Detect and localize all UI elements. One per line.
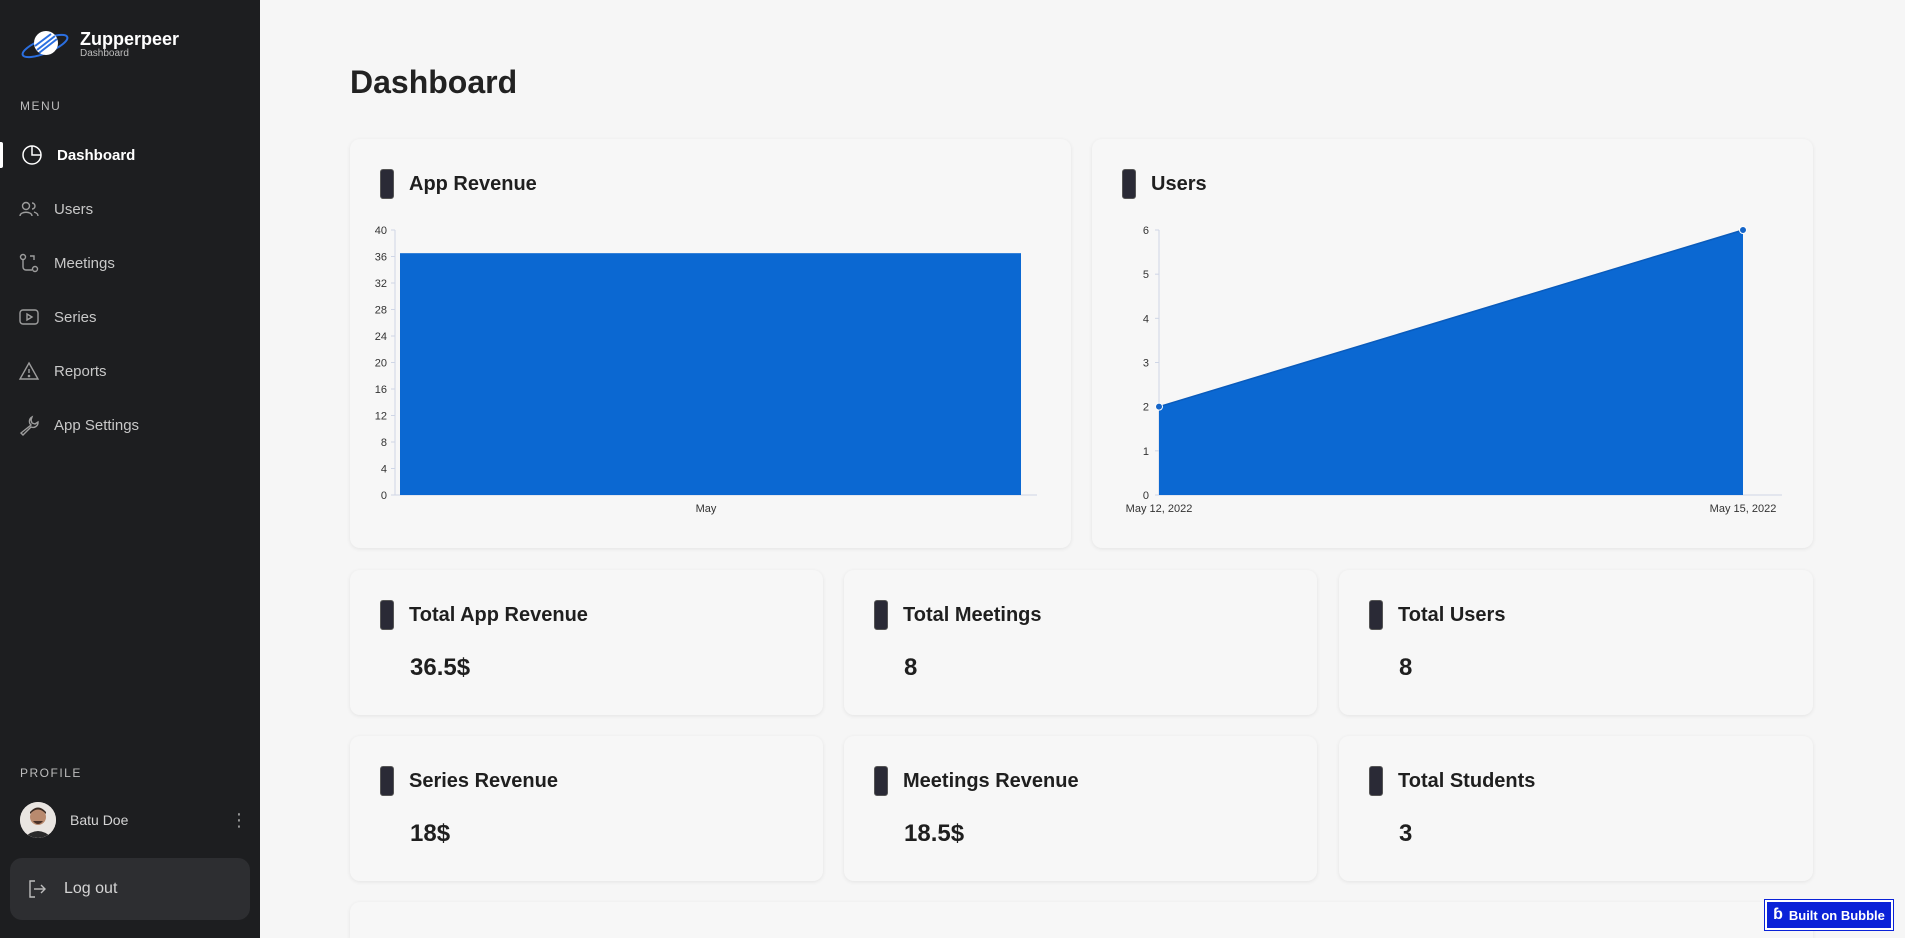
video-icon	[18, 306, 40, 328]
stat-card-total-meetings: Total Meetings 8	[844, 570, 1317, 715]
sidebar-item-users[interactable]: Users	[0, 182, 260, 236]
card-marker	[380, 766, 394, 796]
stat-card-total-students: Total Students 3	[1339, 736, 1813, 881]
app-revenue-chart: 0 4 8 12 16 20 24 28 32 36 40 May	[375, 225, 1037, 515]
y-tick-label: 20	[375, 358, 387, 370]
app-revenue-card: App Revenue 0 4 8 12 16 20 24 28 32 36 40 May	[350, 139, 1071, 548]
warning-icon	[18, 360, 40, 382]
y-tick-label: 40	[375, 225, 387, 237]
menu-section-label: MENU	[20, 99, 62, 113]
more-vertical-icon[interactable]: ⋮	[230, 809, 248, 830]
stat-value: 3	[1399, 820, 1413, 847]
sidebar-item-app-settings[interactable]: App Settings	[0, 398, 260, 452]
sidebar: Zupperpeer Dashboard MENU Dashboard User…	[0, 0, 260, 938]
profile-row[interactable]: Batu Doe ⋮	[20, 802, 248, 838]
bottom-card	[350, 902, 1813, 938]
users-line	[1158, 229, 1744, 408]
data-point	[1155, 402, 1163, 411]
planet-logo-icon	[21, 31, 69, 59]
stat-value: 36.5$	[410, 654, 471, 681]
x-tick-label: May 12, 2022	[1126, 503, 1193, 515]
profile-name: Batu Doe	[70, 812, 129, 828]
stat-label: Total Meetings	[903, 603, 1042, 626]
card-title: Users	[1151, 172, 1207, 195]
y-tick-label: 1	[1143, 446, 1149, 458]
y-tick-label: 16	[375, 384, 387, 396]
y-tick-label: 24	[375, 331, 387, 343]
built-on-bubble-label: Built on Bubble	[1788, 907, 1885, 923]
sidebar-item-label: App Settings	[54, 416, 140, 434]
stat-label: Total App Revenue	[409, 603, 588, 626]
bar	[400, 253, 1021, 495]
sidebar-item-reports[interactable]: Reports	[0, 344, 260, 398]
brand[interactable]: Zupperpeer Dashboard	[20, 24, 179, 64]
brand-subtitle: Dashboard	[80, 47, 129, 59]
sidebar-item-meetings[interactable]: Meetings	[0, 236, 260, 290]
page-title: Dashboard	[350, 64, 518, 100]
logout-icon	[26, 878, 48, 900]
sidebar-item-label: Series	[54, 308, 97, 326]
y-tick-label: 28	[375, 305, 387, 317]
card-header: Users	[1122, 169, 1207, 199]
logout-label: Log out	[64, 880, 118, 897]
stat-label: Total Students	[1398, 769, 1536, 792]
stat-label: Series Revenue	[409, 769, 558, 792]
sidebar-item-label: Users	[54, 200, 94, 218]
y-tick-label: 8	[381, 437, 387, 449]
y-tick-label: 5	[1143, 269, 1149, 281]
logout-button[interactable]: Log out	[10, 858, 250, 920]
sidebar-item-label: Meetings	[54, 254, 115, 272]
y-tick-label: 32	[375, 278, 387, 290]
stat-label: Meetings Revenue	[903, 769, 1079, 792]
stat-card-meetings-revenue: Meetings Revenue 18.5$	[844, 736, 1317, 881]
stat-card-series-revenue: Series Revenue 18$	[350, 736, 823, 881]
avatar[interactable]	[20, 802, 56, 838]
y-tick-label: 0	[381, 490, 387, 502]
built-on-bubble-badge[interactable]: ɓ Built on Bubble	[1764, 899, 1894, 931]
profile-section-label: PROFILE	[20, 766, 82, 780]
stat-value: 8	[904, 654, 918, 681]
brand-name: Zupperpeer	[80, 28, 180, 49]
stat-card-total-app-revenue: Total App Revenue 36.5$	[350, 570, 823, 715]
stat-card-total-users: Total Users 8	[1339, 570, 1813, 715]
users-card: Users 0 1 2 3 4 5 6 May 12, 2022 May 15, 2022	[1092, 139, 1813, 548]
y-tick-label: 3	[1143, 358, 1149, 370]
y-tick-label: 36	[375, 252, 387, 264]
y-tick-label: 4	[381, 464, 387, 476]
y-tick-label: 2	[1143, 402, 1149, 414]
wrench-icon	[18, 414, 40, 436]
card-title: App Revenue	[409, 172, 537, 195]
x-tick-label: May 15, 2022	[1710, 503, 1777, 515]
users-icon	[18, 198, 40, 220]
sidebar-item-label: Reports	[54, 362, 107, 380]
sidebar-item-series[interactable]: Series	[0, 290, 260, 344]
y-tick-label: 4	[1143, 313, 1149, 325]
users-chart: 0 1 2 3 4 5 6 May 12, 2022 May 15, 2022	[1126, 225, 1782, 515]
sidebar-nav: Dashboard Users Meetings Series Reports	[0, 128, 260, 452]
route-icon	[18, 252, 40, 274]
y-tick-label: 6	[1143, 225, 1149, 237]
y-tick-label: 12	[375, 411, 387, 423]
card-marker	[1122, 169, 1136, 199]
card-marker	[874, 766, 888, 796]
card-marker	[380, 600, 394, 630]
card-marker	[874, 600, 888, 630]
stat-value: 18$	[410, 820, 451, 847]
card-marker	[1369, 600, 1383, 630]
y-tick-label: 0	[1143, 490, 1149, 502]
sidebar-item-dashboard[interactable]: Dashboard	[0, 128, 260, 182]
stat-value: 8	[1399, 654, 1413, 681]
data-point	[1739, 226, 1747, 234]
users-area	[1159, 230, 1743, 495]
card-marker	[380, 169, 394, 199]
stat-label: Total Users	[1398, 603, 1506, 626]
pie-chart-icon	[21, 144, 43, 166]
card-marker	[1369, 766, 1383, 796]
card-header: App Revenue	[380, 169, 537, 199]
bubble-logo-icon: ɓ	[1773, 906, 1783, 923]
sidebar-item-label: Dashboard	[57, 146, 136, 164]
x-tick-label: May	[696, 503, 717, 515]
stat-value: 18.5$	[904, 820, 965, 847]
